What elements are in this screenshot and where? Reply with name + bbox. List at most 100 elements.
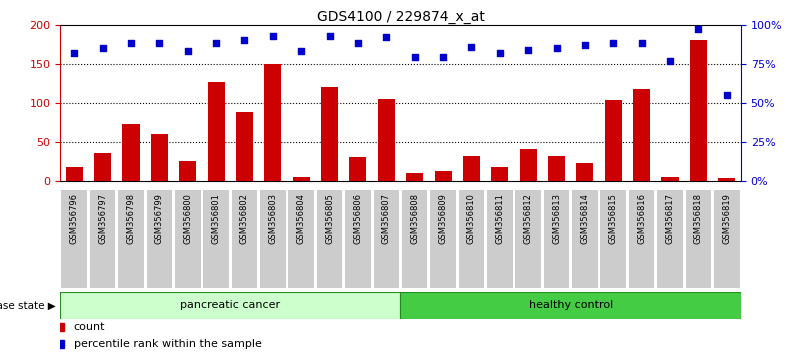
Point <box>635 41 648 46</box>
FancyBboxPatch shape <box>487 190 513 288</box>
Point <box>663 58 676 63</box>
Bar <box>520 149 537 181</box>
Point <box>521 47 534 52</box>
FancyBboxPatch shape <box>400 292 741 319</box>
Point <box>550 45 563 51</box>
Point <box>380 34 392 40</box>
Text: GSM356810: GSM356810 <box>467 193 476 244</box>
Text: GSM356805: GSM356805 <box>325 193 334 244</box>
Text: GSM356817: GSM356817 <box>666 193 674 244</box>
Point <box>267 33 280 39</box>
Title: GDS4100 / 229874_x_at: GDS4100 / 229874_x_at <box>316 10 485 24</box>
Text: GSM356803: GSM356803 <box>268 193 277 244</box>
FancyBboxPatch shape <box>317 190 342 288</box>
Bar <box>66 166 83 181</box>
Text: GSM356811: GSM356811 <box>495 193 505 244</box>
FancyBboxPatch shape <box>686 190 711 288</box>
Point <box>720 92 733 98</box>
Text: GSM356819: GSM356819 <box>723 193 731 244</box>
Text: GSM356808: GSM356808 <box>410 193 419 244</box>
Point <box>68 50 81 56</box>
FancyBboxPatch shape <box>572 190 598 288</box>
Bar <box>151 134 168 181</box>
Point <box>210 41 223 46</box>
Point <box>692 27 705 32</box>
Point <box>352 41 364 46</box>
FancyBboxPatch shape <box>90 190 115 288</box>
FancyBboxPatch shape <box>231 190 257 288</box>
FancyBboxPatch shape <box>629 190 654 288</box>
Bar <box>718 178 735 181</box>
Bar <box>662 177 678 181</box>
Point <box>323 33 336 39</box>
Text: GSM356801: GSM356801 <box>211 193 220 244</box>
Point <box>409 55 421 60</box>
Bar <box>179 161 196 181</box>
FancyBboxPatch shape <box>147 190 172 288</box>
Text: GSM356796: GSM356796 <box>70 193 78 244</box>
FancyBboxPatch shape <box>544 190 570 288</box>
Bar <box>633 88 650 181</box>
Text: percentile rank within the sample: percentile rank within the sample <box>74 339 262 349</box>
Text: healthy control: healthy control <box>529 300 613 310</box>
Text: GSM356804: GSM356804 <box>296 193 306 244</box>
Point <box>181 48 194 54</box>
FancyBboxPatch shape <box>430 190 456 288</box>
Bar <box>123 125 139 181</box>
Text: pancreatic cancer: pancreatic cancer <box>180 300 280 310</box>
Text: GSM356814: GSM356814 <box>581 193 590 244</box>
Text: GSM356800: GSM356800 <box>183 193 192 244</box>
Text: GSM356813: GSM356813 <box>552 193 561 244</box>
Point <box>493 50 506 56</box>
Point <box>295 48 308 54</box>
Bar <box>349 157 366 181</box>
FancyBboxPatch shape <box>175 190 200 288</box>
Bar <box>491 166 509 181</box>
Point <box>607 41 620 46</box>
Point <box>125 41 138 46</box>
Text: disease state ▶: disease state ▶ <box>0 300 56 310</box>
Point <box>238 38 251 43</box>
Point <box>578 42 591 48</box>
Bar <box>292 177 310 181</box>
Text: GSM356809: GSM356809 <box>439 193 448 244</box>
FancyBboxPatch shape <box>515 190 541 288</box>
Text: count: count <box>74 321 105 332</box>
Text: GSM356807: GSM356807 <box>382 193 391 244</box>
Bar <box>95 153 111 181</box>
Bar <box>605 100 622 181</box>
Bar <box>321 87 338 181</box>
Bar <box>434 171 452 181</box>
FancyBboxPatch shape <box>288 190 314 288</box>
Text: GSM356799: GSM356799 <box>155 193 164 244</box>
Bar <box>207 82 224 181</box>
Bar <box>690 40 706 181</box>
Text: GSM356816: GSM356816 <box>637 193 646 244</box>
Bar <box>406 173 423 181</box>
FancyBboxPatch shape <box>402 190 428 288</box>
Text: GSM356815: GSM356815 <box>609 193 618 244</box>
Text: GSM356812: GSM356812 <box>524 193 533 244</box>
FancyBboxPatch shape <box>260 190 286 288</box>
Bar <box>378 99 395 181</box>
FancyBboxPatch shape <box>714 190 739 288</box>
Point <box>96 45 109 51</box>
FancyBboxPatch shape <box>373 190 399 288</box>
FancyBboxPatch shape <box>203 190 229 288</box>
Text: GSM356797: GSM356797 <box>99 193 107 244</box>
FancyBboxPatch shape <box>345 190 371 288</box>
Bar <box>264 64 281 181</box>
Point <box>465 44 478 50</box>
FancyBboxPatch shape <box>119 190 143 288</box>
Bar <box>463 156 480 181</box>
Bar <box>577 164 594 181</box>
Text: GSM356802: GSM356802 <box>240 193 249 244</box>
FancyBboxPatch shape <box>60 292 400 319</box>
FancyBboxPatch shape <box>62 190 87 288</box>
FancyBboxPatch shape <box>601 190 626 288</box>
Point <box>437 55 449 60</box>
FancyBboxPatch shape <box>459 190 484 288</box>
Text: GSM356806: GSM356806 <box>353 193 362 244</box>
Text: GSM356818: GSM356818 <box>694 193 702 244</box>
Bar <box>548 156 565 181</box>
